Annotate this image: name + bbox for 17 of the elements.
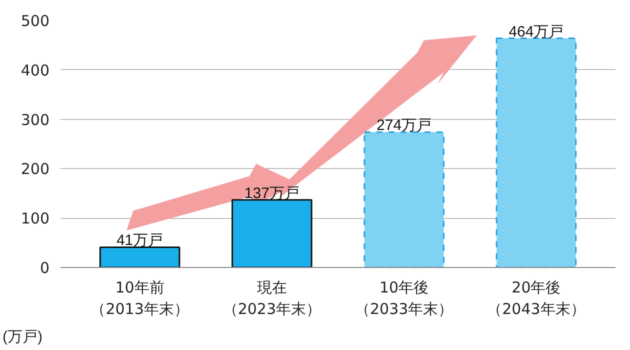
y-tick-label: 200 (20, 160, 50, 178)
data-label: 464万戸 (508, 23, 564, 40)
bar (496, 38, 577, 268)
y-tick-label: 100 (20, 210, 50, 228)
y-axis-title: (万戸) (2, 328, 42, 346)
data-label: 41万戸 (116, 232, 164, 250)
x-tick-label: 20年後（2043年末） (487, 278, 586, 318)
y-tick-label: 0 (40, 259, 50, 277)
x-tick-label: 10年前（2013年末） (90, 278, 189, 318)
data-label: 274万戸 (376, 117, 432, 134)
data-label: 137万戸 (244, 184, 300, 202)
x-tick-label: 現在（2023年末） (222, 278, 322, 318)
y-tick-label: 400 (20, 61, 50, 80)
y-tick-label: 500 (20, 12, 50, 30)
x-tick-label: 10年後（2033年末） (354, 278, 454, 318)
bar (99, 246, 180, 268)
y-tick-label: 300 (20, 110, 50, 129)
